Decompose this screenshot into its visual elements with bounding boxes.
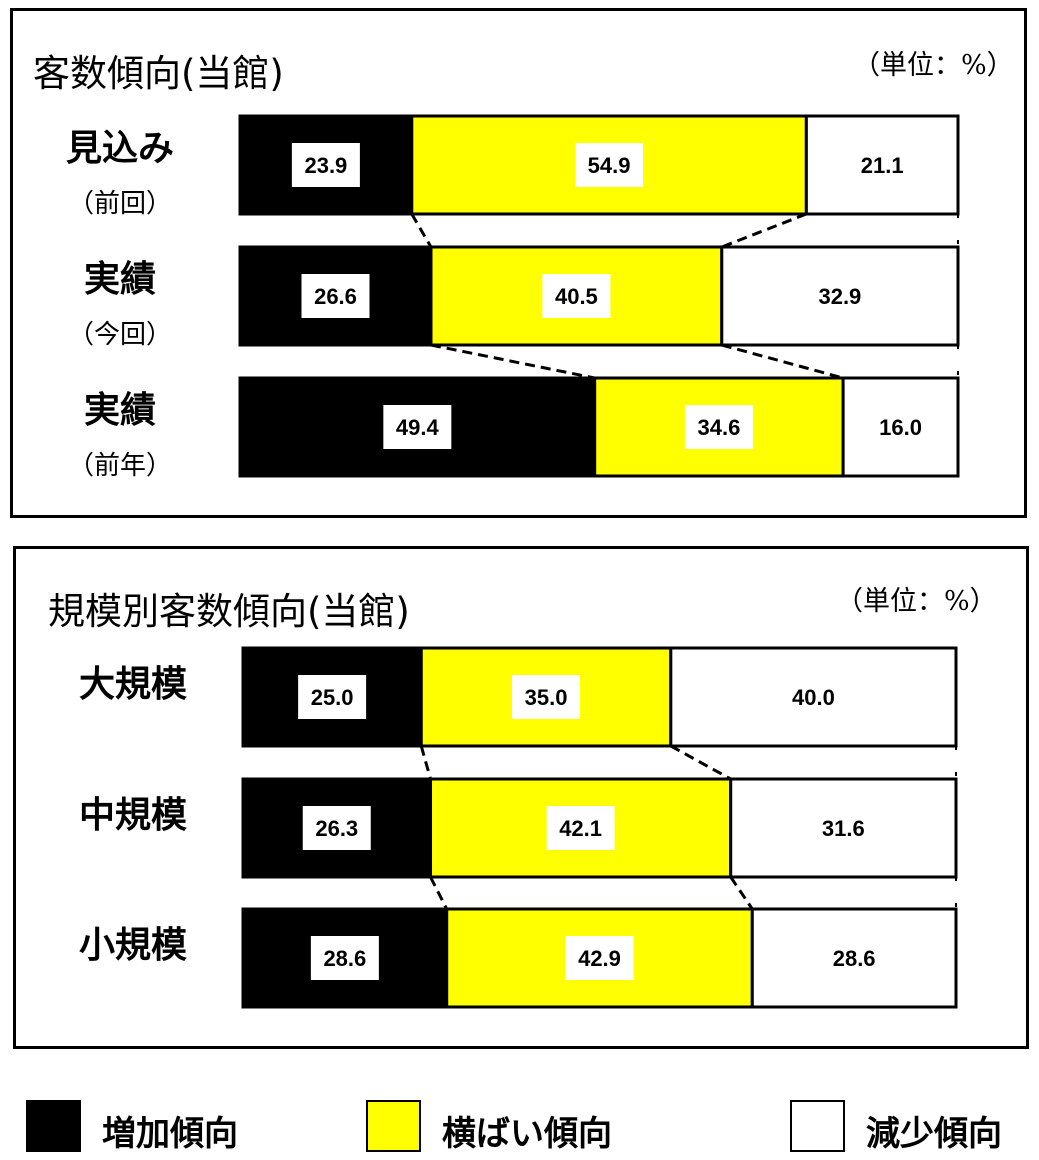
category-sublabel: （前回） <box>68 189 172 219</box>
legend-swatch <box>26 1100 81 1152</box>
value-label-box <box>310 936 379 980</box>
connector-line <box>721 212 807 249</box>
data-label: 31.6 <box>822 816 865 841</box>
category-label: 小規模 <box>79 925 187 966</box>
data-label: 26.3 <box>315 816 358 841</box>
data-label: 16.0 <box>879 415 922 440</box>
data-label: 21.1 <box>861 153 904 178</box>
value-label-box <box>779 675 848 719</box>
category-sublabel: （今回） <box>68 320 172 350</box>
value-label-box <box>301 274 370 318</box>
value-label-box <box>512 675 581 719</box>
value-label-box <box>542 274 611 318</box>
stacked-bar-charts: 23.9 54.9 21.1 見込み （前回） 26.6 40.5 32.9 実績 （今回） 49.… <box>66 114 960 1009</box>
data-label: 40.5 <box>555 284 598 309</box>
data-label: 49.4 <box>396 415 440 440</box>
connector-line <box>670 744 732 781</box>
connector-line <box>721 343 844 380</box>
value-label-box <box>575 143 644 187</box>
category-sublabel: （前年） <box>68 451 172 481</box>
data-label: 35.0 <box>525 685 568 710</box>
data-label: 54.9 <box>588 153 631 178</box>
value-label-box <box>805 274 874 318</box>
category-label: 大規模 <box>79 664 187 705</box>
connector-line <box>410 213 433 248</box>
unit-note: （単位：%） <box>836 586 997 617</box>
value-label-box <box>291 143 360 187</box>
data-label: 32.9 <box>818 284 861 309</box>
value-label-box <box>383 405 452 449</box>
category-label: 実績 <box>84 259 156 300</box>
connector-line <box>430 343 595 380</box>
value-label-box <box>866 405 935 449</box>
data-label: 28.6 <box>833 946 876 971</box>
value-label-box <box>820 936 889 980</box>
category-label: 見込み <box>66 128 174 169</box>
value-label-box <box>684 405 753 449</box>
value-label-box <box>848 143 917 187</box>
legend-label: 増加傾向 <box>102 1114 238 1154</box>
data-label: 34.6 <box>697 415 740 440</box>
connector-line <box>429 876 449 910</box>
data-label: 25.0 <box>311 685 354 710</box>
bar-increase <box>241 646 423 748</box>
legend-label: 横ばい傾向 <box>442 1114 612 1154</box>
chart-title: 客数傾向(当館) <box>33 52 284 95</box>
data-label: 23.9 <box>304 153 347 178</box>
value-label-box <box>809 806 878 850</box>
legend-label: 減少傾向 <box>866 1114 1002 1154</box>
unit-note: （単位：%） <box>853 50 1014 81</box>
data-label: 42.9 <box>578 946 621 971</box>
chart-title: 規模別客数傾向(当館) <box>48 590 410 633</box>
category-label: 中規模 <box>79 795 187 836</box>
value-label-box <box>302 806 371 850</box>
value-label-box <box>298 675 367 719</box>
data-label: 40.0 <box>792 685 835 710</box>
data-label: 42.1 <box>559 816 602 841</box>
legend-swatch <box>366 1100 421 1152</box>
data-label: 28.6 <box>323 946 366 971</box>
category-label: 実績 <box>84 390 156 431</box>
value-label-box <box>546 806 615 850</box>
value-label-box <box>565 936 634 980</box>
legend: 増加傾向 横ばい傾向 減少傾向 <box>0 1090 1039 1160</box>
connector-line <box>729 876 754 910</box>
connector-line <box>419 745 432 780</box>
data-label: 26.6 <box>314 284 357 309</box>
legend-swatch <box>790 1100 845 1152</box>
